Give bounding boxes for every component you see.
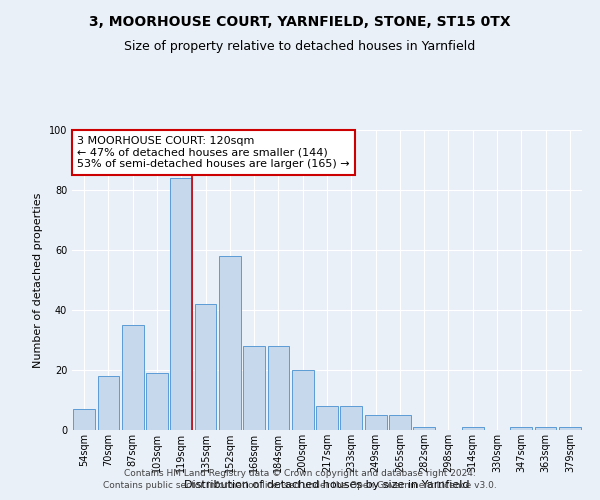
Bar (292, 370, 314, 430)
Y-axis label: Number of detached properties: Number of detached properties (33, 192, 43, 368)
Text: 3 MOORHOUSE COURT: 120sqm
← 47% of detached houses are smaller (144)
53% of semi: 3 MOORHOUSE COURT: 120sqm ← 47% of detac… (77, 136, 350, 169)
Bar (97, 376, 119, 430)
Bar (243, 346, 265, 430)
Bar (535, 427, 556, 430)
Bar (511, 427, 532, 430)
Text: Contains public sector information licensed under the Open Government Licence v3: Contains public sector information licen… (103, 481, 497, 490)
Bar (316, 406, 338, 430)
Bar (73, 409, 95, 430)
Bar (389, 415, 411, 430)
Bar (219, 256, 241, 430)
Text: Contains HM Land Registry data © Crown copyright and database right 2024.: Contains HM Land Registry data © Crown c… (124, 468, 476, 477)
X-axis label: Distribution of detached houses by size in Yarnfield: Distribution of detached houses by size … (184, 480, 470, 490)
Bar (268, 346, 289, 430)
Bar (194, 304, 217, 430)
Text: Size of property relative to detached houses in Yarnfield: Size of property relative to detached ho… (124, 40, 476, 53)
Text: 3, MOORHOUSE COURT, YARNFIELD, STONE, ST15 0TX: 3, MOORHOUSE COURT, YARNFIELD, STONE, ST… (89, 15, 511, 29)
Bar (122, 325, 143, 430)
Bar (340, 406, 362, 430)
Bar (559, 427, 581, 430)
Bar (462, 427, 484, 430)
Bar (146, 373, 168, 430)
Bar (365, 415, 386, 430)
Bar (170, 178, 192, 430)
Bar (413, 427, 435, 430)
